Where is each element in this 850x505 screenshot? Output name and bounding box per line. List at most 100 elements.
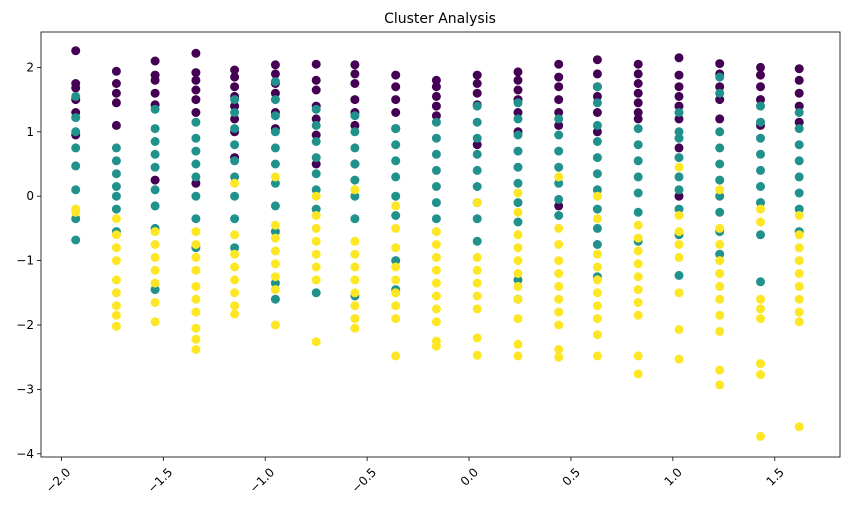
data-point-cluster-1	[191, 159, 201, 169]
data-point-cluster-1	[311, 185, 321, 195]
data-point-cluster-2	[350, 185, 360, 195]
data-point-cluster-1	[756, 133, 765, 143]
data-point-cluster-2	[592, 191, 602, 201]
data-point-cluster-2	[715, 223, 725, 233]
data-point-cluster-2	[513, 351, 523, 361]
data-point-cluster-1	[191, 214, 201, 224]
data-point-cluster-2	[513, 281, 523, 291]
data-point-cluster-0	[191, 108, 201, 117]
data-point-cluster-0	[150, 75, 160, 85]
data-point-cluster-2	[513, 188, 523, 198]
data-point-cluster-2	[794, 269, 804, 278]
y-tick-label: −4	[16, 447, 34, 461]
data-point-cluster-1	[350, 214, 360, 224]
data-point-cluster-1	[111, 191, 121, 201]
data-point-cluster-0	[794, 88, 804, 98]
data-point-cluster-1	[674, 108, 684, 117]
data-point-cluster-1	[191, 146, 201, 156]
data-point-cluster-1	[756, 198, 765, 208]
data-point-cluster-2	[270, 220, 280, 230]
data-point-cluster-2	[431, 265, 441, 275]
data-point-cluster-2	[633, 233, 643, 243]
data-point-cluster-2	[633, 272, 643, 282]
data-point-cluster-2	[554, 269, 564, 278]
data-point-cluster-2	[472, 278, 482, 288]
data-point-cluster-0	[472, 88, 482, 98]
data-point-cluster-0	[715, 82, 725, 92]
data-point-cluster-2	[391, 223, 401, 233]
data-point-cluster-1	[311, 153, 321, 163]
data-point-cluster-2	[311, 211, 321, 220]
data-point-cluster-1	[513, 114, 523, 124]
data-point-cluster-2	[592, 314, 602, 324]
data-point-cluster-0	[674, 82, 684, 92]
data-point-cluster-1	[350, 143, 360, 153]
data-point-cluster-2	[715, 365, 725, 375]
data-point-cluster-2	[756, 217, 765, 227]
data-point-cluster-1	[270, 201, 280, 211]
data-point-cluster-2	[633, 310, 643, 320]
x-tick-label: −0.5	[349, 465, 380, 496]
x-tick-label: 0.5	[560, 465, 583, 488]
data-point-cluster-0	[71, 46, 81, 56]
data-point-cluster-1	[311, 288, 321, 298]
data-point-cluster-2	[431, 341, 441, 351]
data-point-cluster-1	[311, 137, 321, 146]
data-point-cluster-1	[674, 127, 684, 137]
data-point-cluster-0	[111, 88, 121, 98]
data-point-cluster-0	[230, 82, 240, 92]
data-point-cluster-2	[715, 269, 725, 278]
data-point-cluster-2	[111, 310, 121, 320]
data-point-cluster-0	[674, 143, 684, 153]
data-point-cluster-2	[794, 317, 804, 327]
data-point-cluster-2	[191, 227, 201, 237]
data-point-cluster-1	[513, 275, 523, 285]
data-point-cluster-1	[431, 133, 441, 143]
data-point-cluster-1	[513, 162, 523, 172]
data-point-cluster-2	[391, 301, 401, 311]
data-point-cluster-2	[513, 256, 523, 266]
data-point-cluster-1	[431, 198, 441, 208]
data-point-cluster-0	[230, 114, 240, 124]
data-point-cluster-0	[350, 79, 360, 88]
data-point-cluster-1	[431, 149, 441, 159]
data-point-cluster-0	[71, 83, 81, 93]
x-tick-label: −1.5	[145, 465, 176, 496]
data-point-cluster-1	[472, 236, 482, 246]
data-point-cluster-0	[391, 95, 401, 105]
data-point-cluster-1	[674, 270, 684, 280]
data-point-cluster-2	[472, 198, 482, 208]
points-layer	[71, 46, 804, 441]
data-point-cluster-2	[554, 345, 564, 354]
data-point-cluster-1	[554, 211, 564, 220]
data-point-cluster-1	[513, 130, 523, 140]
x-tick-label: 0.0	[458, 465, 481, 488]
data-point-cluster-0	[513, 108, 523, 117]
y-tick-label: −3	[16, 382, 34, 396]
data-point-cluster-0	[191, 48, 201, 58]
data-point-cluster-2	[715, 294, 725, 304]
data-point-cluster-2	[191, 307, 201, 317]
data-point-cluster-1	[71, 91, 81, 101]
data-point-cluster-1	[391, 172, 401, 182]
data-point-cluster-1	[391, 124, 401, 134]
data-point-cluster-0	[311, 130, 321, 140]
data-point-cluster-1	[592, 153, 602, 163]
data-point-cluster-2	[633, 298, 643, 307]
data-point-cluster-2	[633, 369, 643, 379]
data-point-cluster-2	[756, 314, 765, 324]
data-point-cluster-1	[756, 117, 765, 127]
data-point-cluster-2	[592, 249, 602, 259]
data-point-cluster-1	[431, 214, 441, 224]
data-point-cluster-1	[592, 204, 602, 214]
data-point-cluster-0	[633, 108, 643, 117]
data-point-cluster-1	[715, 143, 725, 153]
data-point-cluster-1	[230, 124, 240, 134]
data-point-cluster-2	[554, 281, 564, 291]
data-point-cluster-1	[71, 143, 81, 153]
data-point-cluster-1	[794, 108, 804, 117]
data-point-cluster-1	[756, 149, 765, 159]
data-point-cluster-1	[592, 137, 602, 146]
data-point-cluster-2	[191, 334, 201, 344]
